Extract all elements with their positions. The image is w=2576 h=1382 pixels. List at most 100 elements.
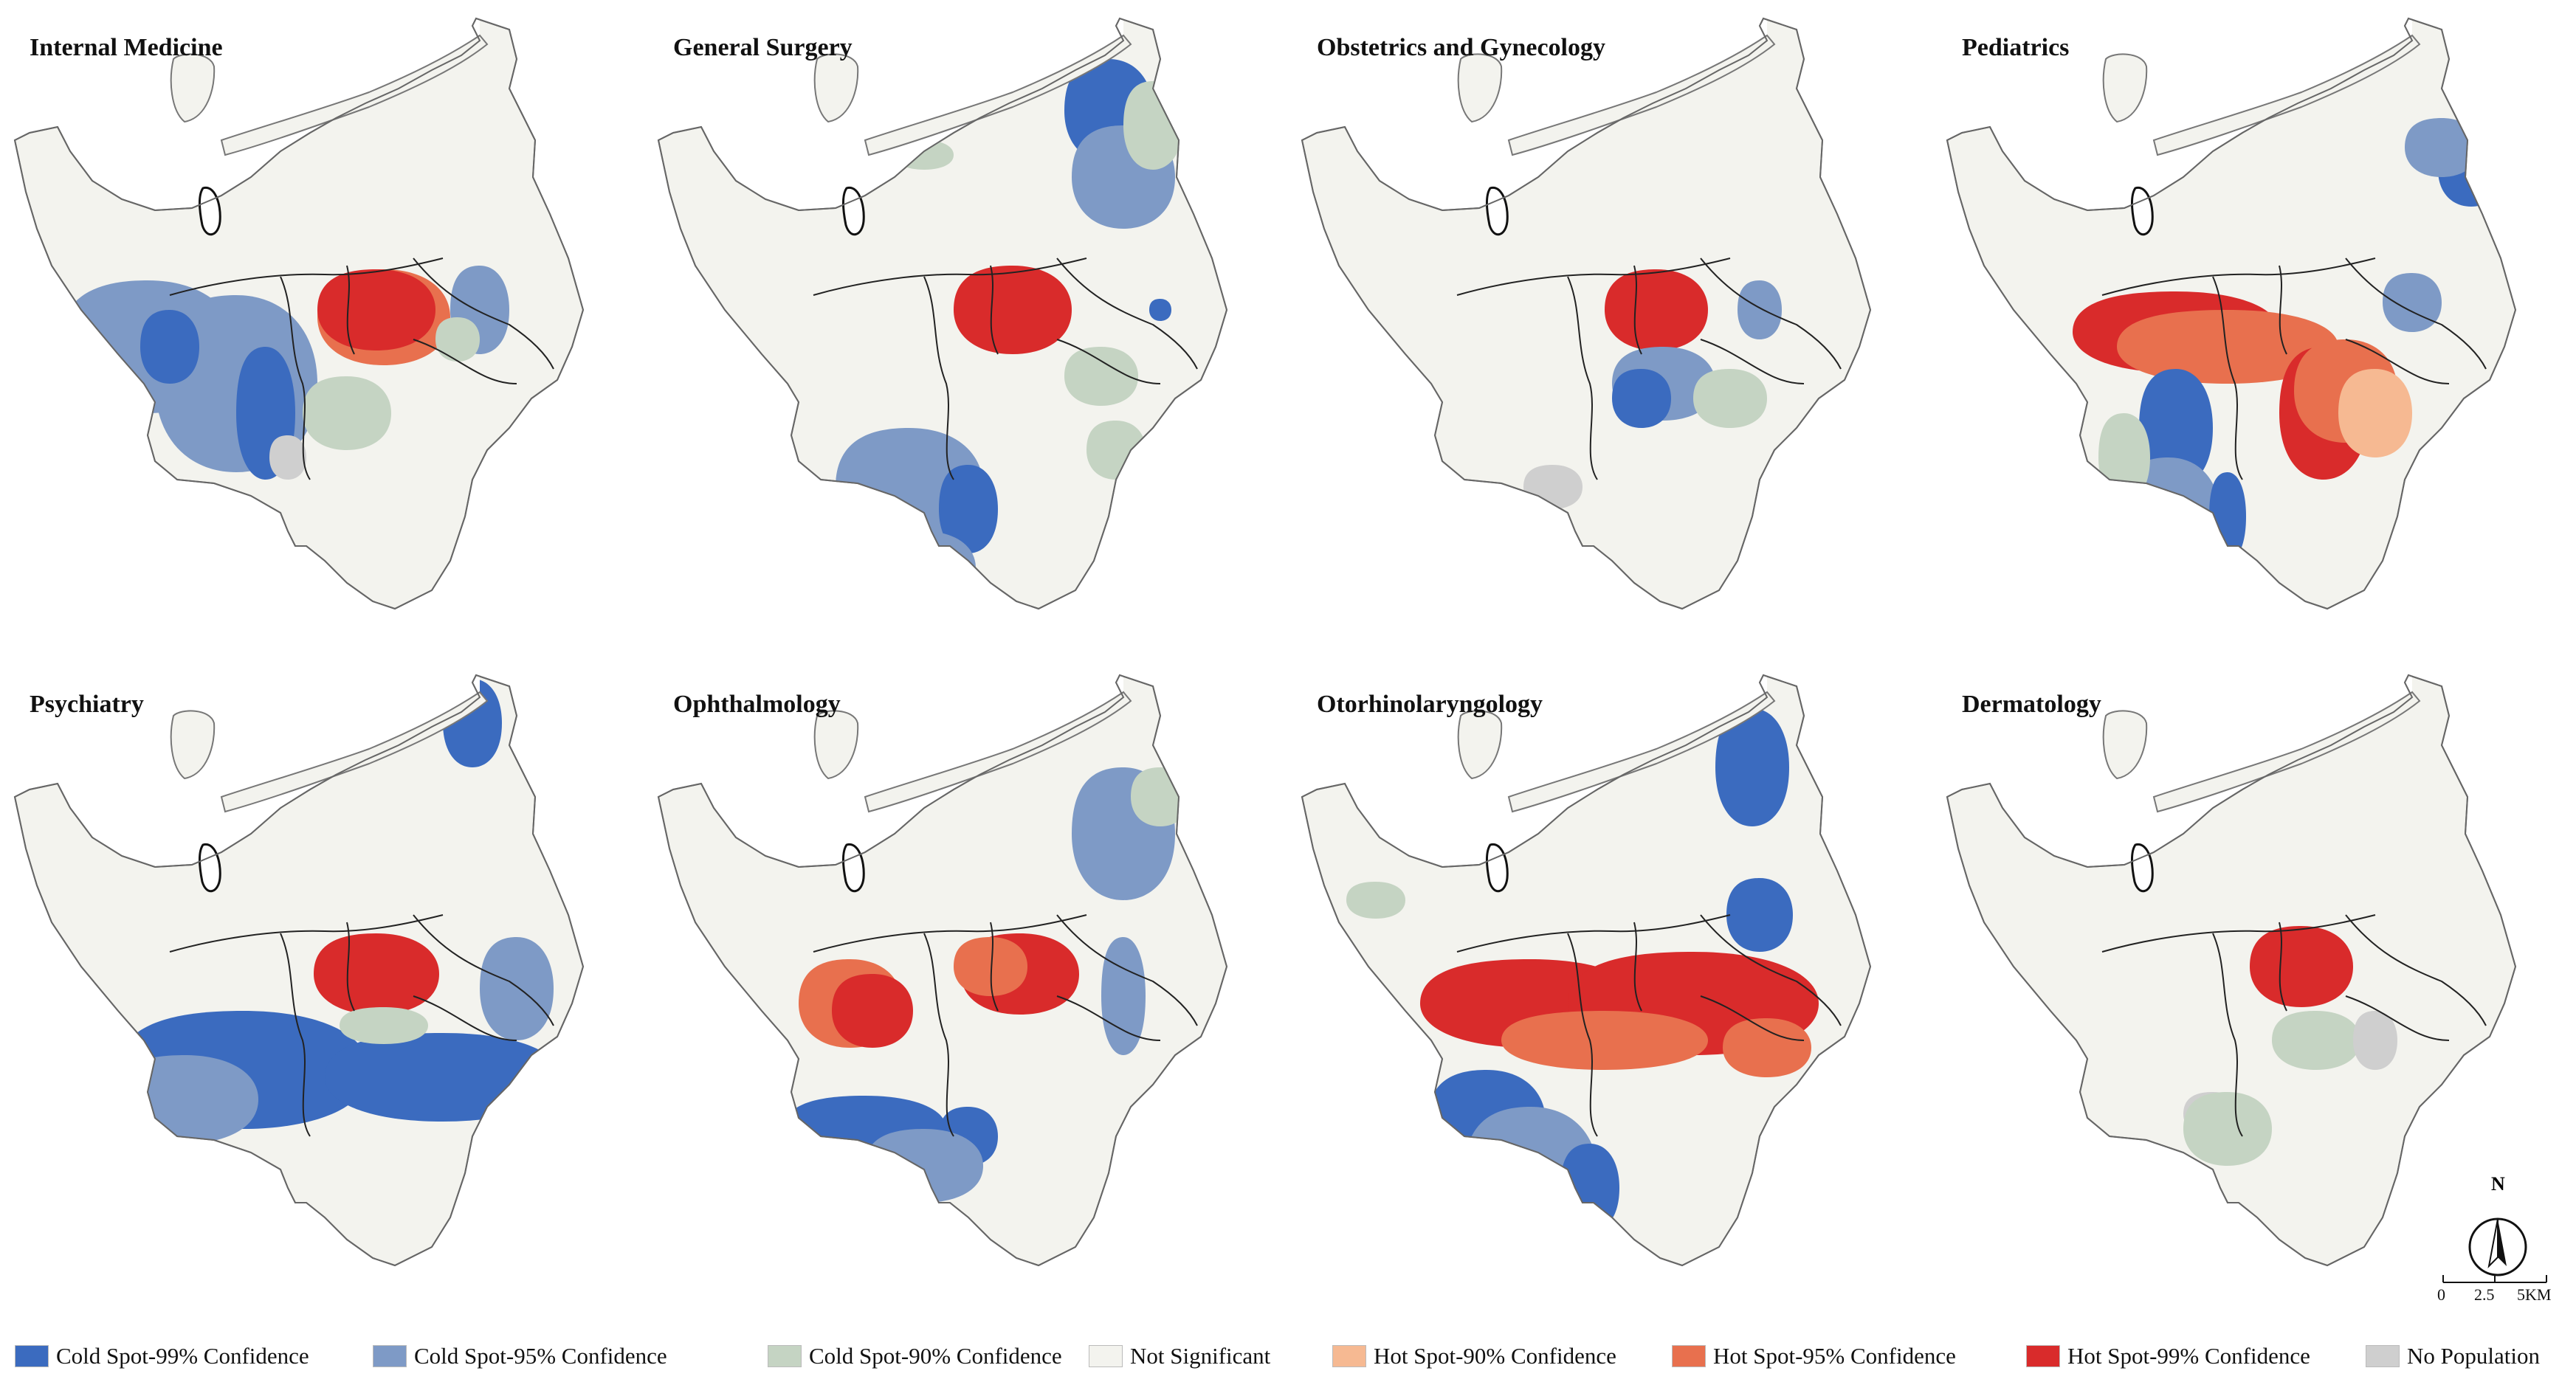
- spit-outline: [1507, 691, 1776, 813]
- district-boundary: [1700, 914, 1842, 1026]
- island-outline: [2102, 710, 2148, 780]
- map-panel-op: Ophthalmology: [644, 657, 1287, 1313]
- hotspot-region: [111, 1055, 258, 1144]
- hotspot-map: [1301, 17, 1872, 610]
- hotspot-region: [1523, 465, 1583, 509]
- map-panel-ps: Psychiatry: [0, 657, 644, 1313]
- district-boundary: [1456, 914, 1731, 953]
- panel-title: Obstetrics and Gynecology: [1317, 34, 1605, 61]
- district-boundary: [1056, 258, 1198, 370]
- hotspot-region: [2250, 926, 2353, 1007]
- district-boundary: [1700, 995, 1805, 1041]
- scale-bar: 0 2.5 5KM: [2436, 1269, 2569, 1313]
- hotspot-region: [340, 1007, 428, 1044]
- island-outline: [1457, 710, 1503, 780]
- district-boundary: [1567, 933, 1598, 1137]
- hotspot-region: [1123, 81, 1182, 170]
- district-boundary: [346, 922, 355, 1012]
- lake-outline: [1485, 186, 1509, 235]
- compass-icon: [2468, 1217, 2527, 1276]
- district-boundary: [923, 276, 954, 480]
- hotspot-region: [1101, 937, 1146, 1055]
- district-boundary: [413, 995, 517, 1041]
- spit-outline: [220, 691, 489, 813]
- island-outline: [813, 710, 859, 780]
- hotspot-map: [1946, 674, 2517, 1267]
- hotspot-region: [872, 531, 976, 605]
- district-boundary: [1056, 339, 1161, 384]
- district-boundary: [1700, 258, 1842, 370]
- panel-title: Ophthalmology: [673, 691, 841, 718]
- district-boundary: [813, 914, 1087, 953]
- hotspot-region: [2272, 1011, 2360, 1070]
- scale-bar-line: [2442, 1275, 2547, 1283]
- district-boundary: [2279, 265, 2287, 355]
- island-outline: [813, 53, 859, 123]
- district-boundary: [1633, 265, 1642, 355]
- map-panel-pd: Pediatrics: [1932, 0, 2576, 657]
- spit-outline: [2152, 691, 2421, 813]
- hotspot-region: [939, 465, 998, 553]
- lake-outline: [198, 186, 221, 235]
- hotspot-region: [1693, 369, 1767, 428]
- hotspot-region: [269, 435, 306, 480]
- district-boundary: [169, 914, 444, 953]
- island-outline: [170, 710, 216, 780]
- district-boundary: [413, 914, 554, 1026]
- map-panel-dm: Dermatology: [1932, 657, 2576, 1313]
- hotspot-region: [2139, 369, 2213, 487]
- hotspot-region: [954, 266, 1072, 354]
- district-boundary: [2345, 258, 2487, 370]
- island-outline: [1457, 53, 1503, 123]
- spit-outline: [220, 34, 489, 156]
- hotspot-region: [2183, 1092, 2272, 1166]
- legend-label: No Population: [2407, 1343, 2540, 1369]
- legend-swatch: [1089, 1345, 1123, 1367]
- hotspot-region: [865, 1129, 983, 1203]
- legend-item: Cold Spot-90% Confidence: [768, 1340, 1062, 1372]
- hotspot-region: [1723, 1018, 1811, 1077]
- legend-swatch: [2026, 1345, 2060, 1367]
- district-boundary: [2101, 914, 2376, 953]
- hotspot-region: [1738, 280, 1782, 339]
- hotspot-map: [657, 17, 1228, 610]
- lake-outline: [841, 186, 865, 235]
- district-boundary: [990, 265, 999, 355]
- legend-item: Hot Spot-90% Confidence: [1332, 1340, 1616, 1372]
- hotspot-region: [2405, 118, 2479, 177]
- hotspot-region: [1149, 299, 1171, 321]
- district-boundary: [280, 933, 311, 1137]
- hotspot-region: [2117, 310, 2338, 384]
- hotspot-map: [1301, 674, 1872, 1267]
- legend-item: Hot Spot-95% Confidence: [1672, 1340, 1956, 1372]
- spit-outline: [1507, 34, 1776, 156]
- district-boundary: [2345, 995, 2450, 1041]
- hotspot-region: [836, 1188, 924, 1265]
- district-boundary: [1456, 258, 1731, 296]
- district-boundary: [2279, 922, 2287, 1012]
- panel-title: Pediatrics: [1962, 34, 2070, 61]
- hotspot-region: [435, 317, 480, 362]
- hotspot-region: [1560, 1144, 1619, 1232]
- hotspot-region: [125, 1151, 170, 1195]
- lake-outline: [2130, 843, 2154, 892]
- legend-item: Cold Spot-95% Confidence: [373, 1340, 667, 1372]
- district-boundary: [1056, 914, 1198, 1026]
- hotspot-map: [657, 674, 1228, 1267]
- hotspot-region: [1086, 421, 1146, 480]
- legend-label: Cold Spot-99% Confidence: [56, 1343, 309, 1369]
- district-boundary: [923, 933, 954, 1137]
- legend-label: Not Significant: [1130, 1343, 1271, 1369]
- panel-title: Otorhinolaryngology: [1317, 691, 1543, 718]
- legend-item: Hot Spot-99% Confidence: [2026, 1340, 2310, 1372]
- spit-outline: [2152, 34, 2421, 156]
- legend-label: Hot Spot-99% Confidence: [2067, 1343, 2310, 1369]
- district-boundary: [990, 922, 999, 1012]
- hotspot-region: [1605, 269, 1708, 350]
- hotspot-region: [2338, 369, 2412, 457]
- scale-tick-0: 0: [2437, 1285, 2445, 1304]
- hotspot-region: [317, 269, 435, 350]
- district-boundary: [280, 276, 311, 480]
- hotspot-map: [13, 674, 585, 1267]
